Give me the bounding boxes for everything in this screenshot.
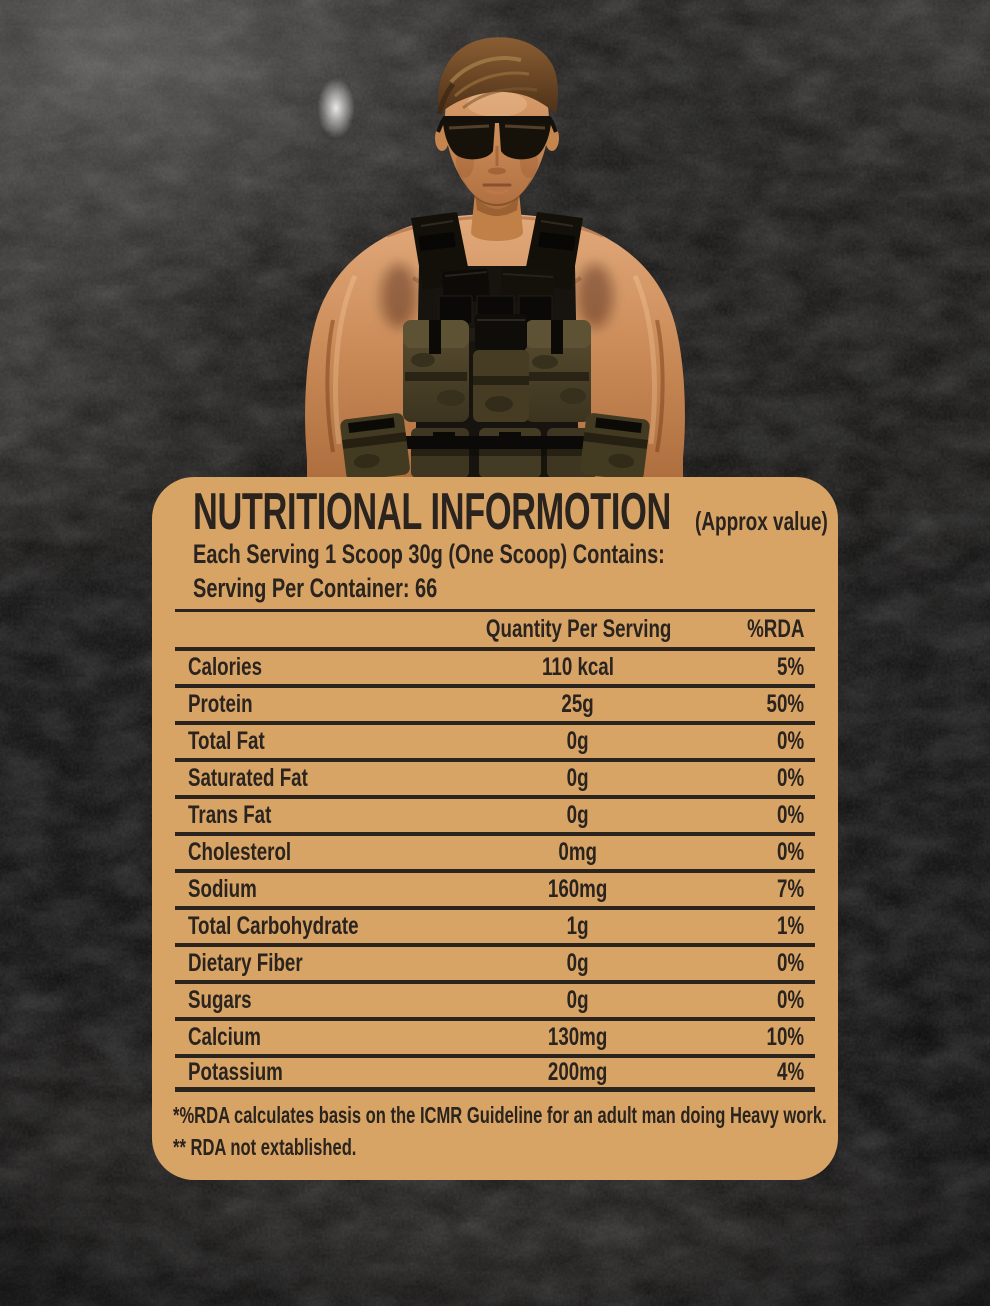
rda-value: 7% (776, 875, 804, 903)
nutrient-name: Sugars (188, 986, 252, 1014)
table-row: Calories 110 kcal 5% (175, 647, 815, 684)
rda-value: 0% (776, 764, 804, 792)
table-row: Total Carbohydrate 1g 1% (175, 906, 815, 943)
rda-value: 10% (766, 1023, 804, 1051)
quantity-value: 110 kcal (542, 653, 614, 681)
nutrient-name: Protein (188, 690, 253, 718)
nutrient-name: Total Fat (188, 727, 265, 755)
quantity-value: 0g (567, 949, 589, 977)
rda-value: 4% (776, 1058, 804, 1086)
sunglasses (436, 116, 558, 160)
table-row: Saturated Fat 0g 0% (175, 758, 815, 795)
quantity-value: 0g (567, 986, 589, 1014)
quantity-value: 0mg (558, 838, 598, 866)
hero-image (305, 37, 685, 478)
nutrient-name: Sodium (188, 875, 257, 903)
hair (436, 37, 558, 115)
page-title: NUTRITIONAL INFORMOTION (193, 483, 671, 541)
rda-value: 0% (776, 801, 804, 829)
table-row: Sugars 0g 0% (175, 980, 815, 1017)
table-row: Dietary Fiber 0g 0% (175, 943, 815, 980)
table-row: Total Fat 0g 0% (175, 721, 815, 758)
nutrient-name: Calories (188, 653, 263, 681)
vest-pouches (403, 314, 591, 422)
nutrient-name: Calcium (188, 1023, 261, 1051)
quantity-value: 200mg (548, 1058, 608, 1086)
table-row: Cholesterol 0mg 0% (175, 832, 815, 869)
rda-value: 0% (776, 727, 804, 755)
table-row: Sodium 160mg 7% (175, 869, 815, 906)
quantity-value: 130mg (548, 1023, 608, 1051)
serving-size-line: Each Serving 1 Scoop 30g (One Scoop) Con… (193, 539, 665, 569)
servings-per-container-line: Serving Per Container: 66 (193, 573, 438, 603)
rda-value: 0% (776, 986, 804, 1014)
table-row: Protein 25g 50% (175, 684, 815, 721)
quantity-value: 0g (567, 764, 589, 792)
quantity-value: 25g (561, 690, 595, 718)
neck (471, 192, 523, 241)
table-row: Potassium 200mg 4% (175, 1054, 815, 1092)
rda-value: 1% (776, 912, 804, 940)
nutrient-name: Trans Fat (188, 801, 272, 829)
header-quantity: Quantity Per Serving (485, 615, 672, 643)
header-rda: %RDA (746, 615, 804, 643)
table-row: Trans Fat 0g 0% (175, 795, 815, 832)
title-approx-note: (Approx value) (695, 506, 828, 536)
quantity-value: 160mg (548, 875, 608, 903)
quantity-value: 0g (567, 727, 589, 755)
table-header-row: Quantity Per Serving %RDA (175, 609, 815, 647)
rda-value: 0% (776, 949, 804, 977)
table-row: Calcium 130mg 10% (175, 1017, 815, 1054)
nutrient-name: Dietary Fiber (188, 949, 303, 977)
footnote-not-established: ** RDA not extablished. (173, 1134, 357, 1160)
nutrient-name: Saturated Fat (188, 764, 308, 792)
tactical-vest (340, 212, 650, 478)
quantity-value: 0g (567, 801, 589, 829)
rda-value: 0% (776, 838, 804, 866)
nutrient-name: Total Carbohydrate (188, 912, 359, 940)
nutrient-name: Cholesterol (188, 838, 292, 866)
footnote-rda: *%RDA calculates basis on the ICMR Guide… (173, 1102, 827, 1128)
rda-value: 50% (766, 690, 804, 718)
nutrient-name: Potassium (188, 1058, 283, 1086)
nutrition-table: Quantity Per Serving %RDA Calories 110 k… (175, 609, 815, 1092)
nutrition-panel: NUTRITIONAL INFORMOTION (Approx value) E… (152, 477, 838, 1180)
rda-value: 5% (776, 653, 804, 681)
footnotes: *%RDA calculates basis on the ICMR Guide… (173, 1099, 990, 1163)
quantity-value: 1g (567, 912, 589, 940)
